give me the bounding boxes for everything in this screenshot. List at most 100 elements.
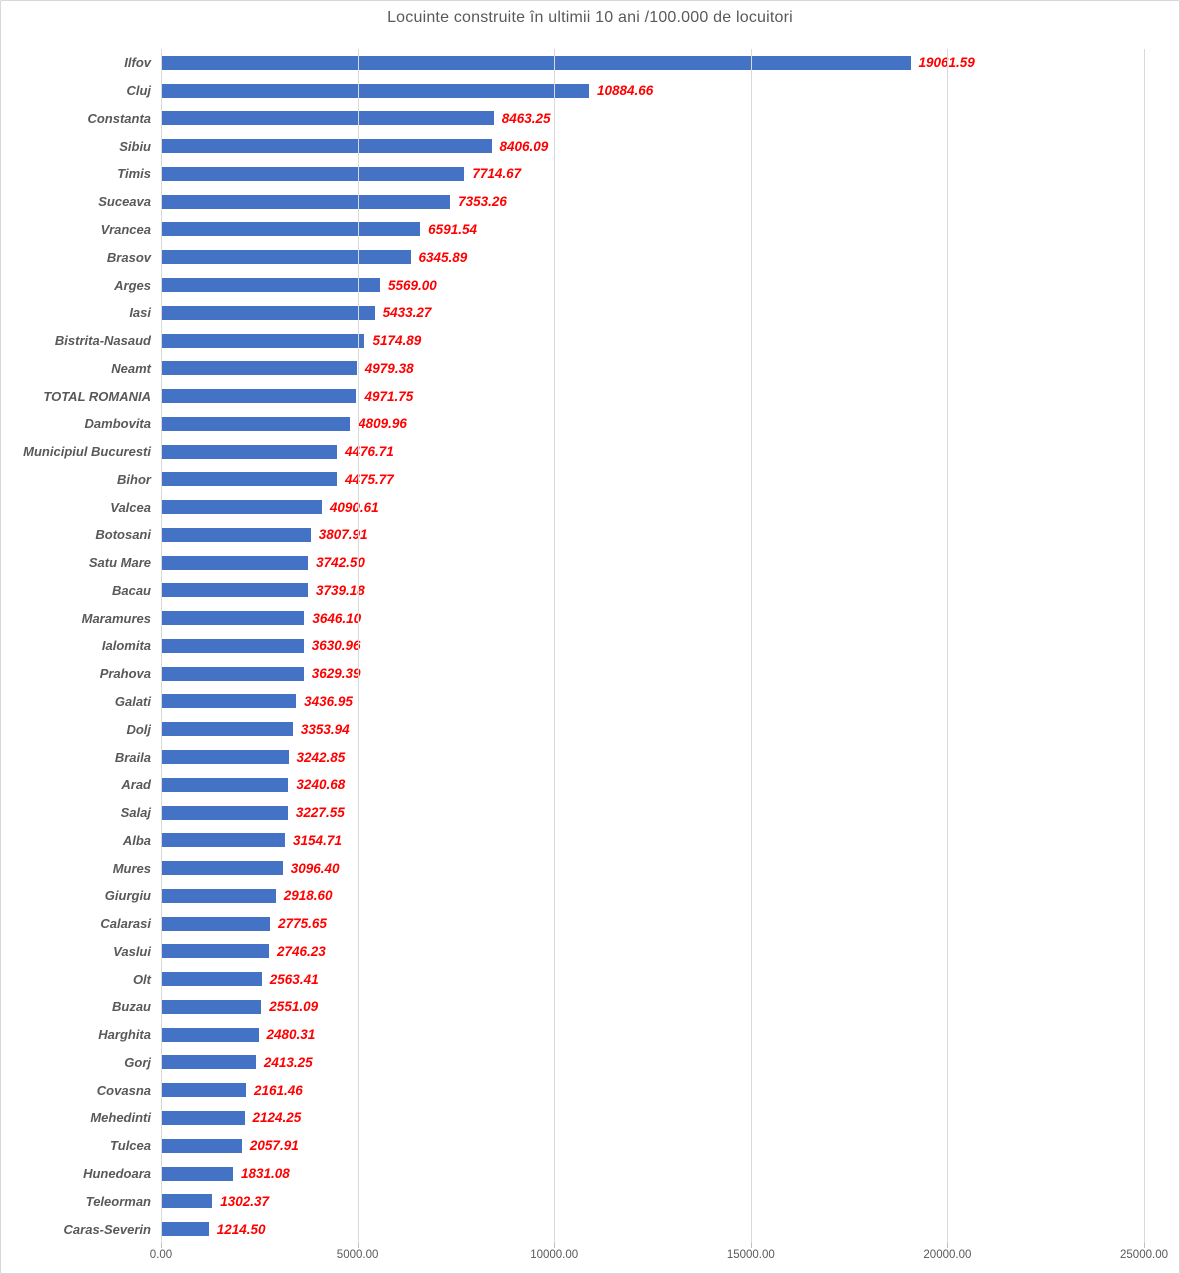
bar[interactable] [161, 1138, 242, 1153]
bar-row: 1831.08 [161, 1160, 1144, 1188]
bar[interactable] [161, 750, 289, 765]
bar[interactable] [161, 555, 309, 570]
gridline [554, 49, 556, 1243]
gridline [161, 49, 162, 1243]
bar[interactable] [161, 583, 309, 598]
bar-row: 4475.77 [161, 465, 1144, 493]
bar[interactable] [161, 222, 421, 237]
category-label: Ilfov [124, 55, 151, 71]
category-label: Alba [122, 832, 151, 848]
bar-row: 2480.31 [161, 1021, 1144, 1049]
x-tick-label: 0.00 [149, 1249, 173, 1261]
bar[interactable] [161, 111, 494, 126]
bar[interactable] [161, 472, 337, 487]
category-label: Timis [117, 166, 151, 182]
category-label: Arad [121, 777, 151, 793]
value-label: 4090.61 [329, 499, 379, 515]
bar-row: 4809.96 [161, 410, 1144, 438]
bar[interactable] [161, 527, 311, 542]
axis-tick-mark [947, 1243, 949, 1248]
x-tick-label: 25000.00 [1120, 1249, 1168, 1261]
category-label: Valcea [110, 499, 151, 515]
category-label: Neamt [111, 360, 151, 376]
bar-row: 2057.91 [161, 1132, 1144, 1160]
bar-row: 5174.89 [161, 327, 1144, 355]
bar[interactable] [161, 999, 262, 1014]
value-label: 3739.18 [316, 582, 365, 598]
value-label: 7714.67 [472, 166, 522, 182]
bar-row: 6591.54 [161, 216, 1144, 244]
bar[interactable] [161, 278, 380, 292]
bar[interactable] [161, 833, 286, 848]
category-label: Calarasi [100, 916, 151, 932]
chart-title: Locuinte construite în ultimii 10 ani /1… [387, 9, 793, 26]
category-label: Satu Mare [88, 555, 151, 571]
bar-row: 2551.09 [161, 993, 1144, 1021]
bar[interactable] [161, 777, 289, 792]
value-label: 2551.09 [269, 999, 319, 1015]
value-label: 5569.00 [387, 277, 437, 293]
bar[interactable] [161, 944, 269, 959]
category-label: Municipiul Bucuresti [23, 444, 151, 460]
category-label: Teleorman [85, 1193, 151, 1209]
bar[interactable] [161, 638, 304, 653]
value-label: 4476.71 [345, 444, 394, 460]
bar[interactable] [161, 500, 322, 515]
bar[interactable] [161, 55, 911, 70]
value-label: 8463.25 [501, 110, 551, 126]
bar[interactable] [161, 305, 375, 320]
value-label: 3629.39 [311, 666, 361, 682]
category-label: Braila [114, 749, 151, 765]
bar-row: 3353.94 [161, 715, 1144, 743]
bar[interactable] [161, 333, 365, 348]
bar[interactable] [161, 666, 304, 681]
bar[interactable] [161, 1222, 209, 1237]
bar[interactable] [161, 1055, 256, 1070]
bar[interactable] [161, 722, 293, 737]
value-label: 3154.71 [293, 832, 342, 848]
bar[interactable] [161, 1083, 246, 1098]
category-label: Caras-Severin [63, 1221, 151, 1237]
bar-row: 5569.00 [161, 271, 1144, 299]
category-label: Dolj [126, 721, 151, 737]
axis-tick-mark [161, 1243, 162, 1248]
value-label: 3096.40 [290, 860, 340, 876]
bar[interactable] [161, 888, 276, 903]
bar[interactable] [161, 194, 451, 209]
bar-row: 7353.26 [161, 188, 1144, 216]
bar[interactable] [161, 444, 338, 459]
bar[interactable] [161, 1166, 233, 1181]
bar-rows: 19061.59 10884.66 8463.25 8406.09 7714.67 735… [161, 49, 1144, 1243]
bar[interactable] [161, 1027, 259, 1042]
category-label: Iasi [129, 305, 151, 321]
bar-row: 19061.59 [161, 49, 1144, 77]
bar-row: 5433.27 [161, 299, 1144, 327]
bar[interactable] [161, 139, 492, 154]
bar-row: 4971.75 [161, 382, 1144, 410]
value-label: 2480.31 [266, 1027, 316, 1043]
bar[interactable] [161, 611, 305, 626]
category-label: Covasna [96, 1082, 151, 1098]
bar[interactable] [161, 389, 357, 404]
bar[interactable] [161, 1194, 213, 1209]
bar[interactable] [161, 861, 283, 876]
bar[interactable] [161, 361, 357, 376]
value-label: 8406.09 [499, 138, 549, 154]
bar[interactable] [161, 694, 297, 709]
bar-row: 2746.23 [161, 938, 1144, 966]
bar[interactable] [161, 1110, 245, 1125]
bar[interactable] [161, 166, 465, 181]
bar[interactable] [161, 250, 411, 265]
bar-row: 8463.25 [161, 105, 1144, 133]
bar-row: 2563.41 [161, 965, 1144, 993]
gridline [357, 49, 359, 1243]
bar[interactable] [161, 416, 351, 431]
category-label: Cluj [126, 83, 151, 99]
value-label: 3436.95 [304, 693, 353, 709]
bar[interactable] [161, 972, 262, 987]
bar[interactable] [161, 916, 271, 931]
bar-row: 2161.46 [161, 1076, 1144, 1104]
bar[interactable] [161, 805, 288, 820]
bar[interactable] [161, 83, 589, 98]
bar-row: 3096.40 [161, 854, 1144, 882]
